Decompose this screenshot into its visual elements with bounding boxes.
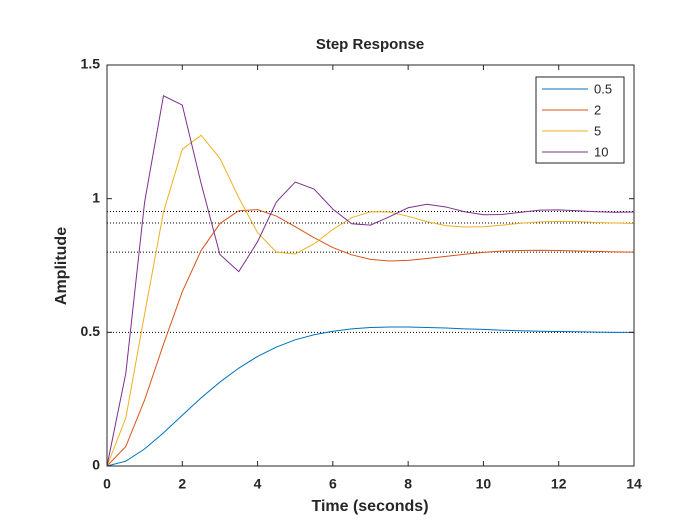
legend-label: 10 xyxy=(594,144,608,159)
x-tick-label: 2 xyxy=(178,476,186,492)
x-tick-label: 12 xyxy=(551,476,567,492)
legend-label: 2 xyxy=(594,102,601,117)
y-axis-label: Amplitude xyxy=(53,227,70,305)
legend-label: 5 xyxy=(594,123,601,138)
x-tick-label: 14 xyxy=(626,476,642,492)
y-tick-label: 0 xyxy=(92,457,100,473)
axes-box xyxy=(106,64,635,467)
series-line xyxy=(106,209,635,467)
x-tick-label: 10 xyxy=(476,476,492,492)
chart-title: Step Response xyxy=(316,36,424,53)
y-tick-label: 1 xyxy=(92,189,100,205)
x-axis-label: Time (seconds) xyxy=(311,498,428,515)
y-tick-label: 0.5 xyxy=(81,323,101,339)
legend: 0.5 2 5 10 xyxy=(535,76,625,164)
x-tick-label: 0 xyxy=(103,476,111,492)
series-line xyxy=(106,94,635,467)
legend-label: 0.5 xyxy=(594,81,612,96)
x-tick-label: 6 xyxy=(329,476,337,492)
x-tick-label: 8 xyxy=(404,476,412,492)
legend-box xyxy=(535,76,625,164)
series-line xyxy=(106,134,635,467)
x-tick-label: 4 xyxy=(254,476,262,492)
series-line xyxy=(106,326,634,467)
y-tick-label: 1.5 xyxy=(81,56,101,72)
